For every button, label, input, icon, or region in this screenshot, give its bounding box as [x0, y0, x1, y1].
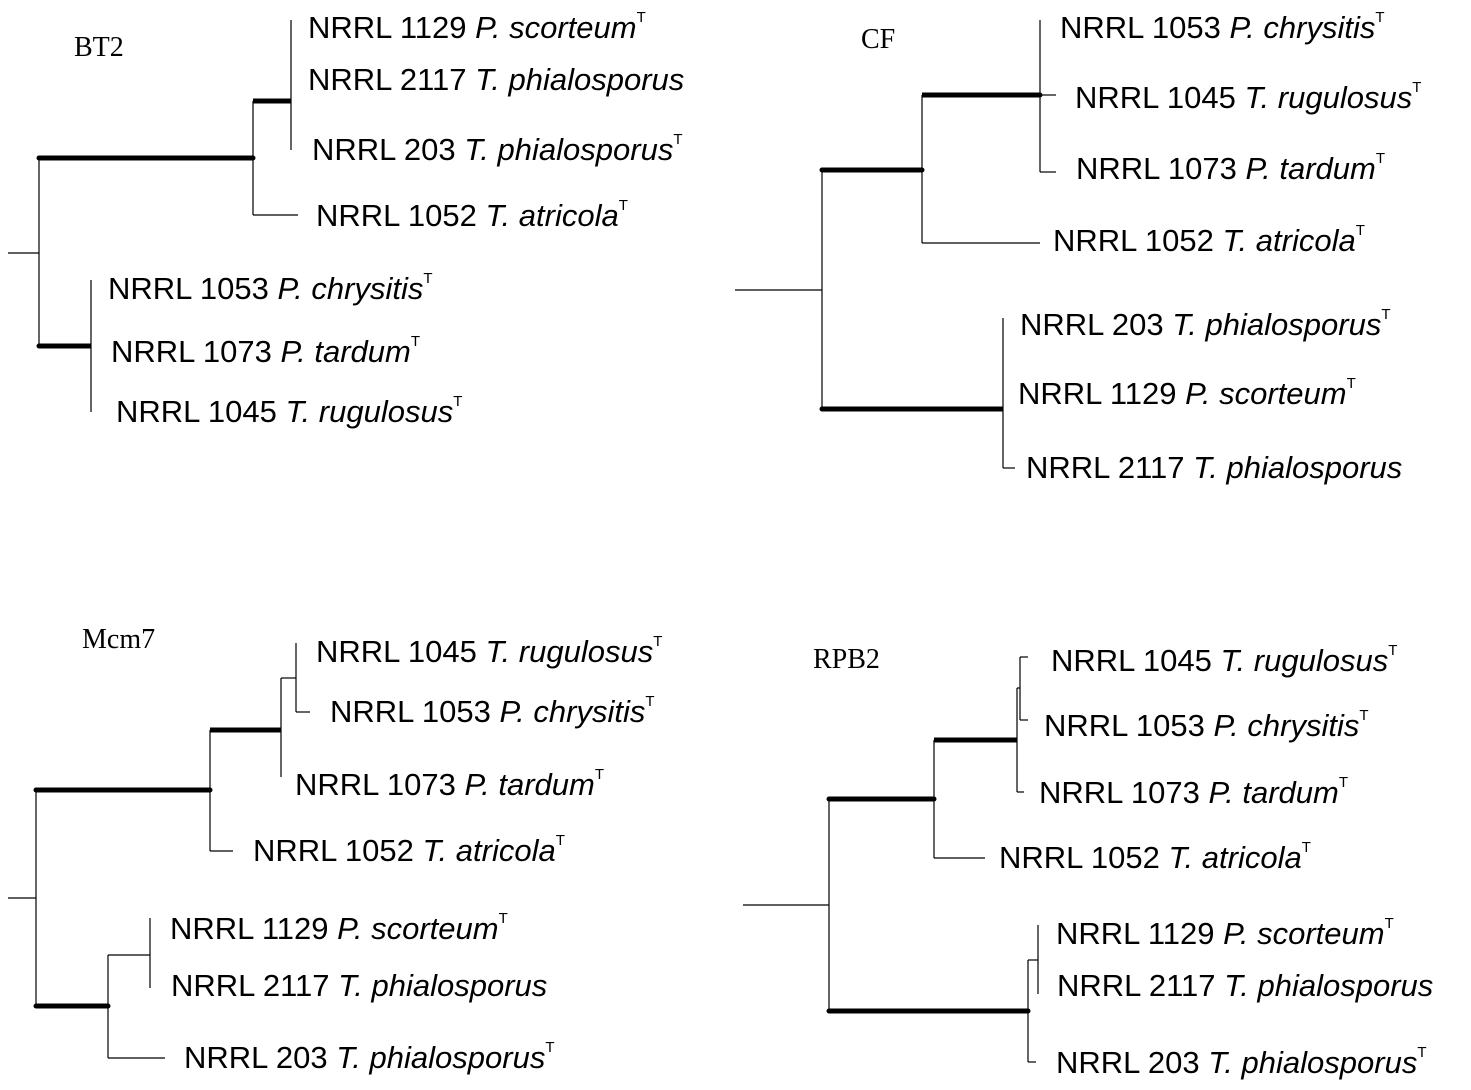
panel-title: BT2: [74, 32, 124, 63]
taxon-label: NRRL 1129 P. scorteumT: [308, 9, 646, 45]
taxon-label: NRRL 1052 T. atricolaT: [316, 197, 628, 233]
taxon-label: NRRL 1129 P. scorteumT: [1018, 375, 1356, 411]
panel-bt2: BT2 NRRL 1129 P. scorteumT NRRL 2117 T. …: [8, 9, 684, 429]
panel-title: CF: [861, 24, 895, 55]
taxon-label: NRRL 1073 P. tardumT: [1076, 150, 1385, 186]
taxon-label: NRRL 203 T. phialosporusT: [312, 131, 683, 167]
panel-cf: CF NRRL 1053 P. chrysitisT NRRL 1045 T. …: [735, 9, 1421, 485]
taxon-label: NRRL 1073 P. tardumT: [295, 766, 604, 802]
node: [1037, 92, 1043, 98]
taxon-label: NRRL 203 T. phialosporusT: [184, 1039, 555, 1075]
node: [105, 1003, 111, 1009]
node: [36, 343, 42, 349]
taxon-label: NRRL 1129 P. scorteumT: [170, 910, 508, 946]
node: [826, 1008, 832, 1014]
taxon-label: NRRL 1045 T. rugulosusT: [1075, 79, 1421, 115]
node: [819, 167, 825, 173]
taxon-label: NRRL 203 T. phialosporusT: [1020, 306, 1391, 342]
taxon-label: NRRL 203 T. phialosporusT: [1056, 1044, 1427, 1080]
taxon-label: NRRL 1052 T. atricolaT: [253, 832, 565, 868]
node: [207, 787, 213, 793]
node: [931, 796, 937, 802]
panel-title: RPB2: [813, 644, 880, 675]
taxon-label: NRRL 1053 P. chrysitisT: [108, 270, 433, 306]
node: [919, 167, 925, 173]
taxon-label: NRRL 1045 T. rugulosusT: [1051, 642, 1397, 678]
taxon-label: NRRL 1053 P. chrysitisT: [1044, 707, 1369, 743]
taxon-label: NRRL 1129 P. scorteumT: [1056, 915, 1394, 951]
taxon-label: NRRL 1052 T. atricolaT: [999, 839, 1311, 875]
taxon-label: NRRL 1053 P. chrysitisT: [1060, 9, 1385, 45]
panel-mcm7: Mcm7 NRRL 1045 T. rugulosusT NRRL 1053 P…: [8, 624, 662, 1075]
node: [819, 406, 825, 412]
taxon-label: NRRL 1073 P. tardumT: [1039, 774, 1348, 810]
node: [1025, 1008, 1031, 1014]
taxon-label: NRRL 1052 T. atricolaT: [1053, 222, 1365, 258]
taxon-label: NRRL 1045 T. rugulosusT: [316, 633, 662, 669]
taxon-label: NRRL 1053 P. chrysitisT: [330, 693, 655, 729]
taxon-label: NRRL 2117 T. phialosporus: [171, 968, 547, 1003]
taxon-label: NRRL 2117 T. phialosporus: [1026, 450, 1402, 485]
taxon-label: NRRL 1045 T. rugulosusT: [116, 393, 462, 429]
taxon-label: NRRL 1073 P. tardumT: [111, 333, 420, 369]
panel-title: Mcm7: [82, 624, 155, 655]
node: [36, 155, 42, 161]
taxon-label: NRRL 2117 T. phialosporus: [1057, 968, 1433, 1003]
node: [826, 796, 832, 802]
panel-rpb2: RPB2 NRRL 1045 T. rugulosusT NRRL 1053 P…: [743, 642, 1433, 1080]
node: [250, 155, 256, 161]
taxon-label: NRRL 2117 T. phialosporus: [308, 62, 684, 97]
node: [33, 787, 39, 793]
node: [33, 1003, 39, 1009]
